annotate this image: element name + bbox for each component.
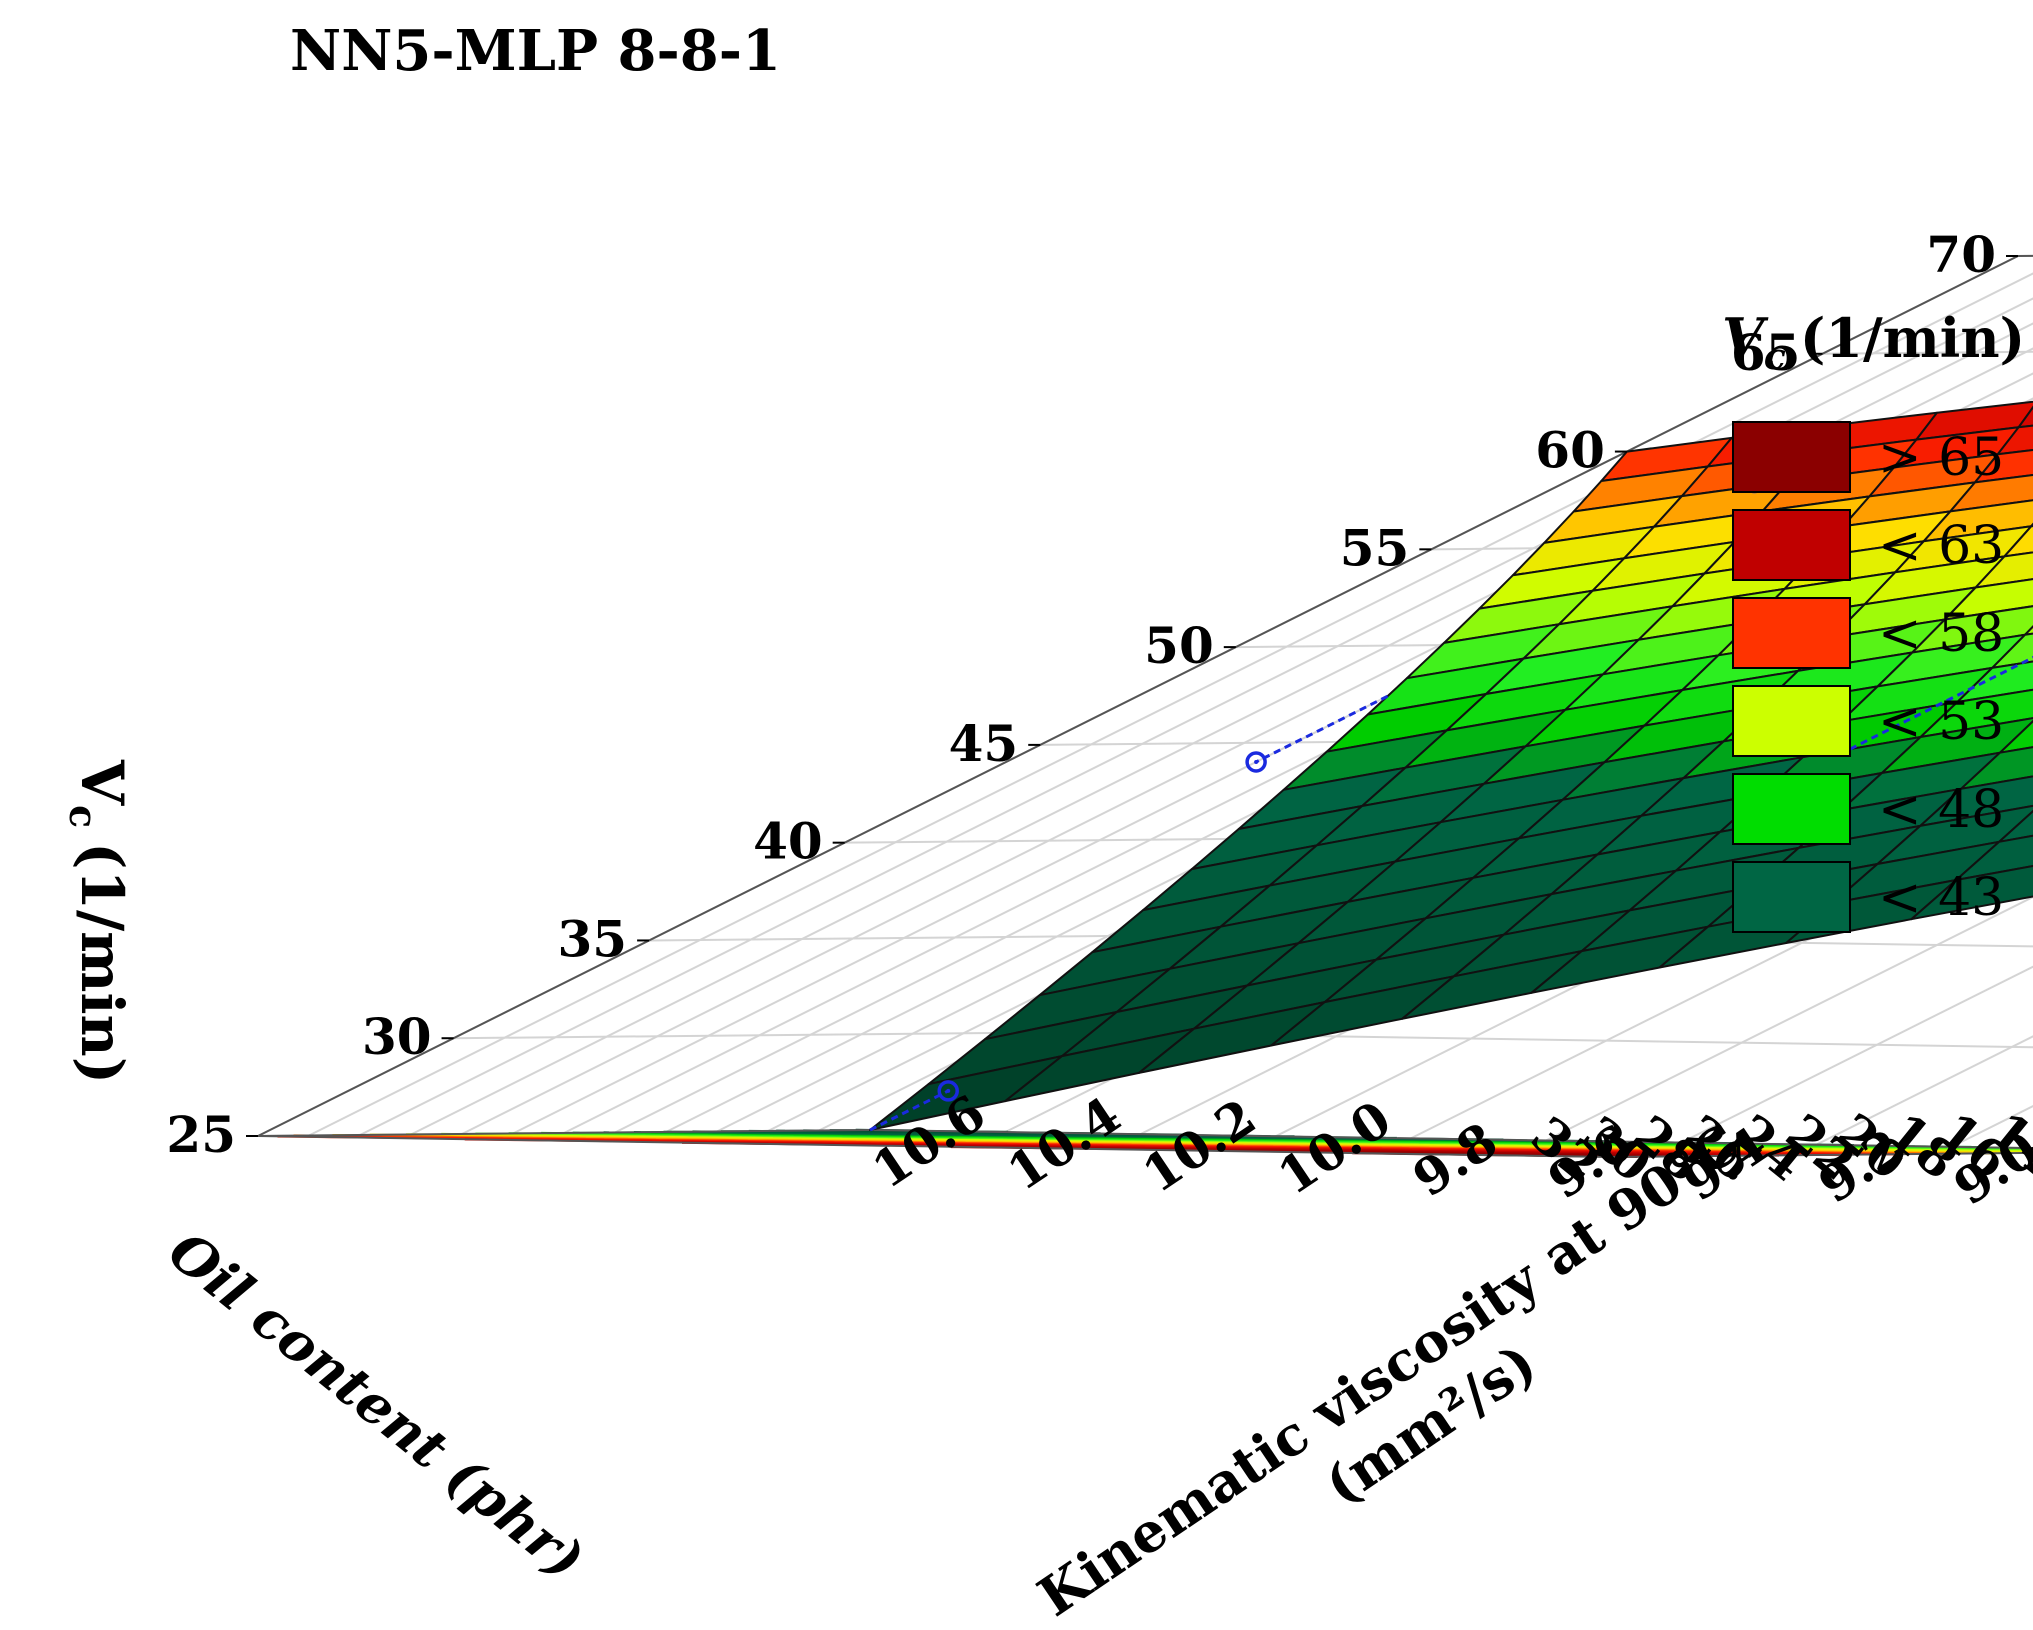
surface-patch bbox=[1996, 424, 2033, 456]
z-tick-label: 50 bbox=[1144, 616, 1214, 675]
residual-line bbox=[1255, 694, 1389, 764]
legend-swatch bbox=[1732, 509, 1851, 581]
legend-label: < 63 bbox=[1878, 516, 2004, 576]
wall-gridline bbox=[410, 322, 2033, 1136]
surface-patch bbox=[2024, 625, 2033, 636]
legend-swatch bbox=[1732, 773, 1851, 845]
surface-patch bbox=[1910, 864, 2033, 921]
z-tick-label: 25 bbox=[166, 1105, 236, 1164]
legend-label: > 65 bbox=[1878, 428, 2004, 488]
surface-patch bbox=[1974, 449, 2033, 484]
box-edge bbox=[1609, 1151, 2033, 1158]
legend-label: < 58 bbox=[1878, 604, 2004, 664]
z-tick-label: 70 bbox=[1926, 225, 1996, 284]
wall-gridline bbox=[1545, 895, 2033, 1142]
box-edge bbox=[257, 1129, 871, 1137]
wall-gridline bbox=[308, 272, 2033, 1137]
surface-patch bbox=[1991, 632, 2033, 669]
z-tick-label: 65 bbox=[1731, 323, 1801, 382]
legend: Vc (1/min) > 65 < 63 < 58 < 53 < 48 < 43 bbox=[1722, 306, 2025, 933]
wall-gridline bbox=[359, 297, 2033, 1136]
z-tick-label: 40 bbox=[753, 812, 823, 871]
z-tick-label: 45 bbox=[949, 714, 1019, 773]
surface-patch bbox=[1919, 775, 2033, 827]
surface-patch bbox=[1974, 551, 2033, 589]
legend-swatch bbox=[1732, 685, 1851, 757]
legend-swatch bbox=[1732, 421, 1851, 493]
surface-patch bbox=[1919, 688, 2033, 738]
legend-swatch bbox=[1732, 597, 1851, 669]
legend-label: < 43 bbox=[1878, 868, 2004, 928]
z-axis-label: Vc(1/min) bbox=[61, 759, 136, 1084]
residual-line bbox=[1849, 655, 2033, 751]
box-edge bbox=[257, 1135, 1611, 1158]
data-point bbox=[937, 1080, 959, 1102]
residual-line bbox=[869, 1089, 949, 1132]
z-tick-label: 30 bbox=[362, 1007, 432, 1066]
surface-patch bbox=[1998, 809, 2033, 843]
surface-patch bbox=[2003, 525, 2033, 558]
z-tick-label: 35 bbox=[558, 909, 628, 968]
legend-label: < 53 bbox=[1878, 692, 2004, 752]
legend-label: < 48 bbox=[1878, 780, 2004, 840]
box-edge bbox=[869, 1129, 2033, 1150]
z-tick-label: 55 bbox=[1340, 518, 1410, 577]
box-edge bbox=[257, 255, 2019, 1137]
data-point-center bbox=[946, 1088, 951, 1093]
surface-patch bbox=[2017, 405, 2033, 429]
wall-gridline bbox=[1680, 965, 2033, 1144]
x-tick-label: 12 bbox=[2030, 1100, 2033, 1190]
wall-gridline bbox=[461, 347, 2033, 1135]
data-point-center bbox=[1254, 759, 1259, 764]
legend-swatch bbox=[1732, 861, 1851, 933]
legend-title: Vc (1/min) bbox=[1722, 306, 2025, 378]
surface-patch bbox=[1999, 719, 2033, 754]
surface-patch bbox=[1960, 746, 2033, 790]
chart-title: NN5-MLP 8-8-1 bbox=[290, 18, 781, 84]
z-tick-label: 60 bbox=[1535, 421, 1605, 480]
wall-gridline bbox=[1275, 756, 2033, 1138]
data-point bbox=[1245, 751, 1267, 773]
wall-gridline bbox=[1410, 826, 2033, 1140]
